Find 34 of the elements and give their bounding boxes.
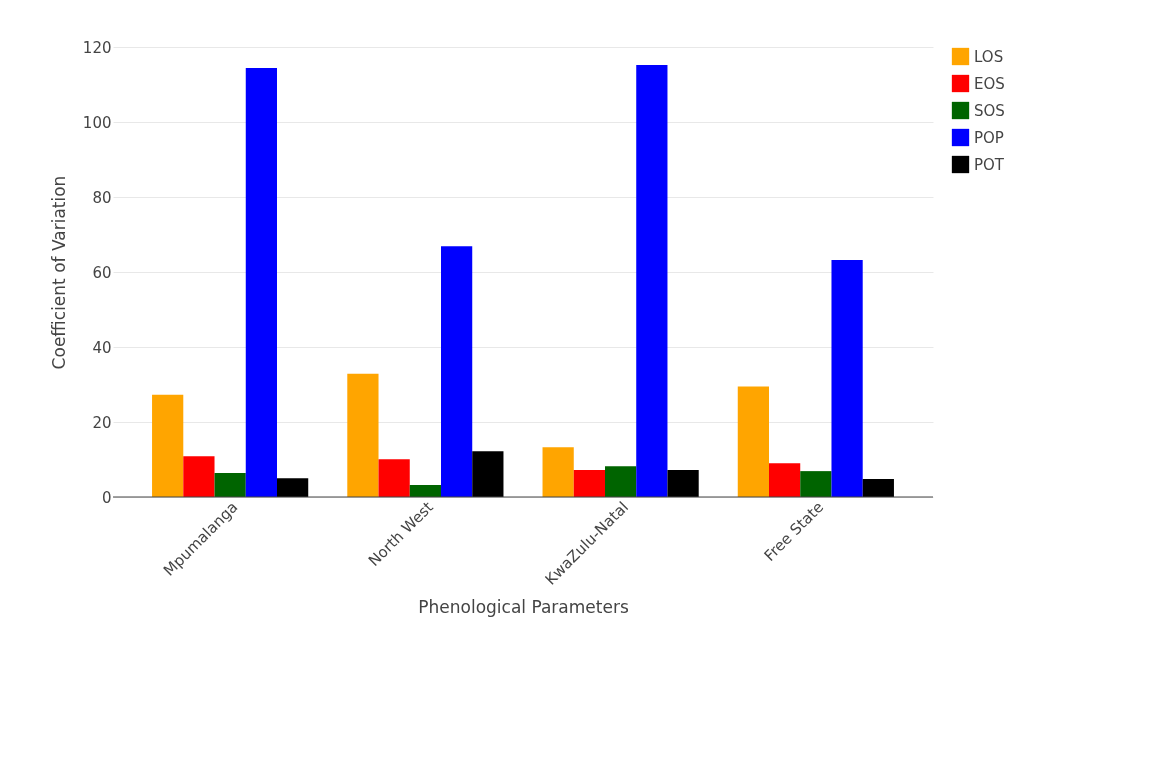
bar xyxy=(277,478,309,497)
bar xyxy=(667,470,699,497)
bar xyxy=(378,459,410,497)
y-axis-title: Coefficient of Variation xyxy=(48,175,69,370)
bar xyxy=(214,473,246,497)
legend-label: LOS xyxy=(974,47,1004,66)
bar xyxy=(183,456,215,497)
bar xyxy=(800,471,832,497)
bar xyxy=(636,65,668,497)
bar xyxy=(245,68,277,497)
legend-label: EOS xyxy=(974,74,1005,93)
legend-label: SOS xyxy=(974,101,1005,120)
bar xyxy=(862,479,894,497)
y-tick-label: 20 xyxy=(92,413,112,432)
bar xyxy=(769,463,801,497)
y-tick-label: 40 xyxy=(92,338,112,357)
y-tick-label: 60 xyxy=(92,263,112,282)
bar xyxy=(472,451,504,497)
bar xyxy=(737,386,769,497)
y-tick-label: 0 xyxy=(101,488,112,507)
x-axis-title: Phenological Parameters xyxy=(418,596,629,617)
bar xyxy=(605,466,637,497)
legend-label: POT xyxy=(974,155,1005,174)
y-tick-label: 80 xyxy=(92,188,112,207)
bar xyxy=(573,470,605,497)
bar xyxy=(441,246,473,497)
bar xyxy=(409,485,441,497)
bar xyxy=(347,373,379,497)
bar xyxy=(152,394,184,497)
y-tick-label: 100 xyxy=(82,113,112,132)
y-tick-label: 120 xyxy=(82,38,112,57)
bar xyxy=(831,260,863,497)
legend-label: POP xyxy=(974,128,1004,147)
bar xyxy=(542,447,574,497)
